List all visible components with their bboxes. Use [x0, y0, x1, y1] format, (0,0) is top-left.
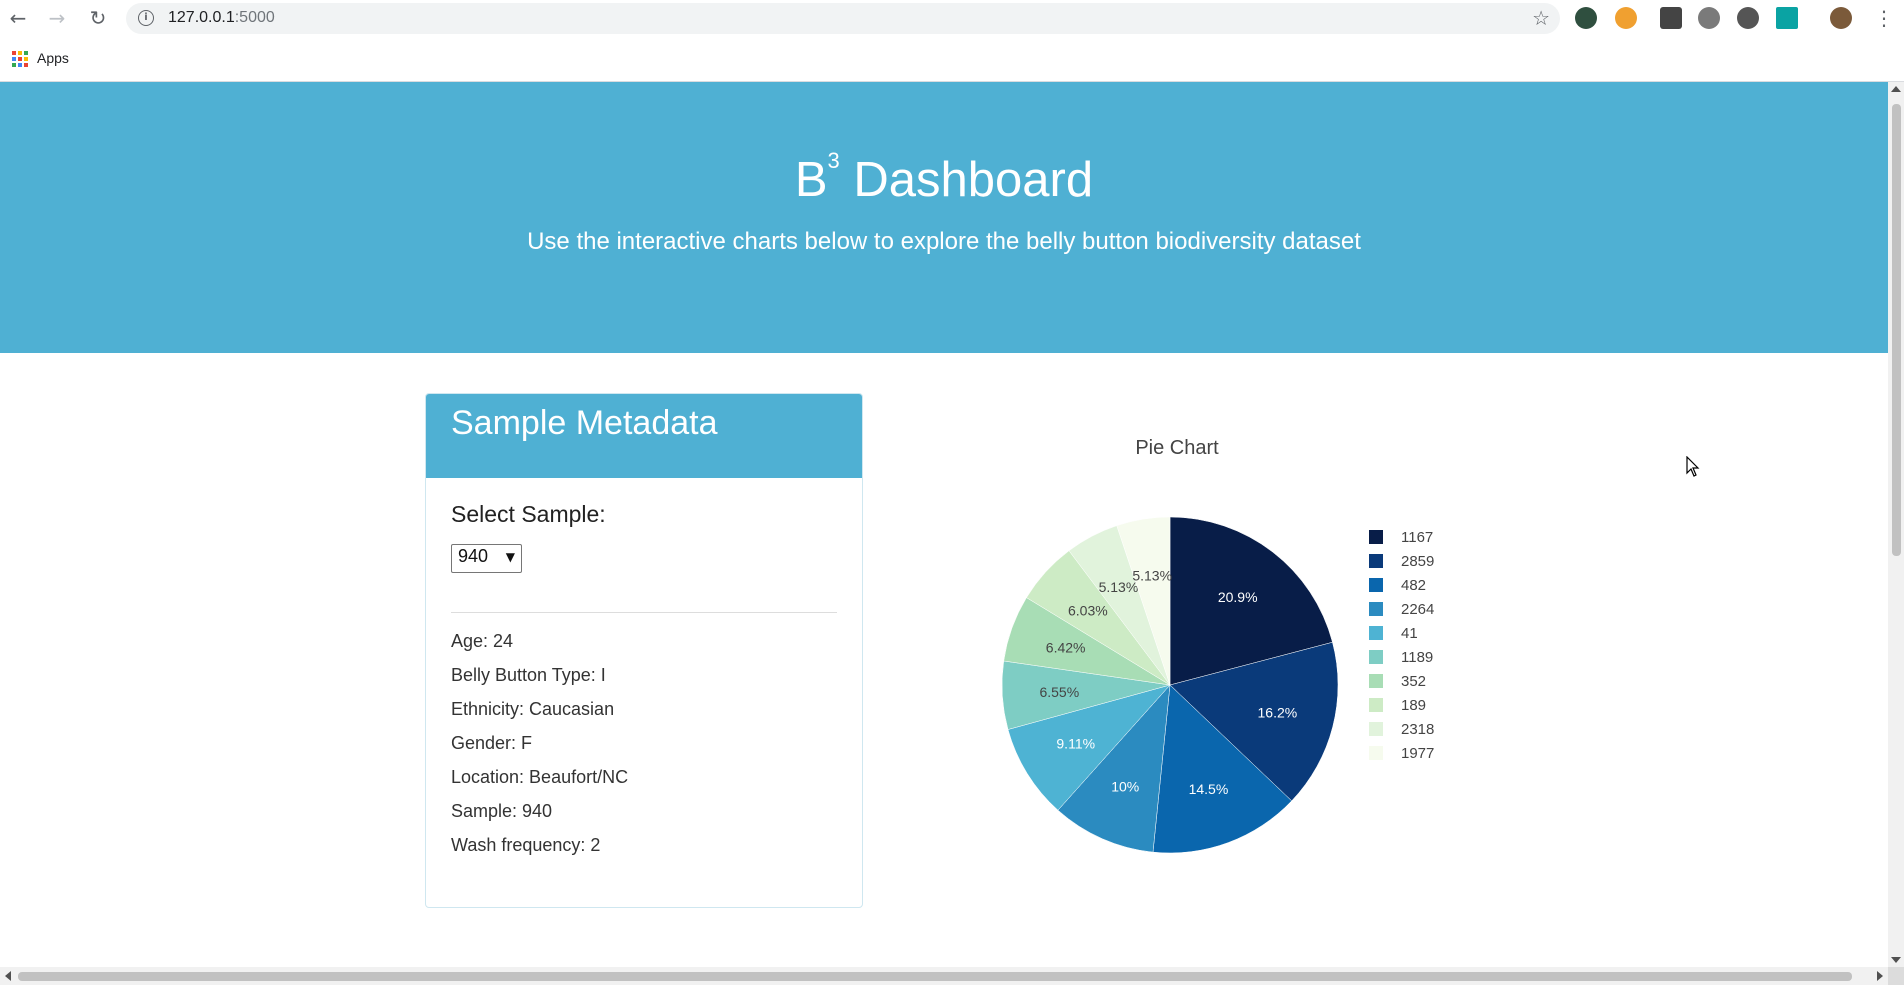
profile-avatar[interactable] — [1830, 7, 1852, 29]
horizontal-scrollbar[interactable] — [0, 967, 1888, 985]
metadata-line: Ethnicity: Caucasian — [451, 699, 615, 719]
pie-slice[interactable] — [1007, 684, 1171, 811]
extension-teal-icon[interactable] — [1776, 7, 1798, 29]
legend-swatch[interactable] — [1369, 746, 1383, 760]
vertical-scrollbar[interactable] — [1888, 82, 1904, 967]
title-prefix: B — [794, 153, 828, 207]
pie-slice-label: 6.03% — [1068, 603, 1108, 619]
legend-swatch[interactable] — [1369, 554, 1383, 568]
pie-slice-label: 16.2% — [1258, 705, 1298, 721]
extension-orange-icon[interactable] — [1615, 7, 1637, 29]
metadata-line: Wash frequency: 2 — [451, 835, 601, 855]
browser-menu-icon[interactable]: ⋮ — [1874, 6, 1894, 30]
metadata-line: Gender: F — [451, 733, 533, 753]
dashboard-header: B3 Dashboard Use the interactive charts … — [0, 82, 1888, 353]
select-sample-label: Select Sample: — [451, 501, 606, 527]
mouse-cursor-icon — [1686, 456, 1700, 477]
sample-select-value: 940 — [458, 546, 489, 566]
extension-eyedropper-icon[interactable] — [1660, 7, 1682, 29]
browser-toolbar: ← → ↻ i 127.0.0.1:5000 ☆ ⋮ — [0, 0, 1904, 37]
apps-bookmark[interactable]: Apps — [37, 50, 69, 66]
legend-label[interactable]: 2264 — [1401, 601, 1434, 618]
pie-slice-label: 5.13% — [1099, 579, 1139, 595]
pie-slice-label: 5.13% — [1132, 568, 1172, 584]
vertical-scroll-thumb[interactable] — [1892, 104, 1901, 556]
legend-swatch[interactable] — [1369, 626, 1383, 640]
dropdown-arrow-icon: ▼ — [505, 550, 515, 564]
url-host: 127.0.0.1 — [168, 9, 235, 26]
extension-clock-icon[interactable] — [1698, 7, 1720, 29]
extension-circle-icon[interactable] — [1737, 7, 1759, 29]
pie-slice-label: 20.9% — [1218, 589, 1258, 605]
pie-slice-label: 6.55% — [1039, 684, 1079, 700]
divider — [451, 612, 837, 613]
metadata-line: Age: 24 — [451, 631, 514, 651]
pie-slice[interactable] — [1116, 516, 1171, 686]
panel-header: Sample Metadata — [426, 394, 862, 478]
legend-label[interactable]: 352 — [1401, 673, 1426, 690]
title-suffix: Dashboard — [839, 153, 1094, 207]
legend-swatch[interactable] — [1369, 722, 1383, 736]
pie-slice-label: 9.11% — [1056, 735, 1095, 751]
title-superscript: 3 — [827, 148, 840, 173]
chart-title: Pie Chart — [1135, 437, 1219, 459]
legend-swatch[interactable] — [1369, 530, 1383, 544]
pie-slice-label: 6.42% — [1046, 639, 1086, 655]
page-title: B3 Dashboard — [0, 148, 1888, 208]
scroll-down-icon[interactable] — [1891, 957, 1901, 963]
pie-chart: Pie Chart 20.9% 16.2% 14.5% 10% 9.11% 6.55% 6.… — [1001, 437, 1434, 854]
page-subtitle: Use the interactive charts below to expl… — [527, 228, 1361, 255]
legend-swatch[interactable] — [1369, 578, 1383, 592]
scrollbar-corner — [1888, 967, 1904, 985]
legend-swatch[interactable] — [1369, 674, 1383, 688]
scroll-up-icon[interactable] — [1891, 86, 1901, 92]
bookmarks-bar: Apps — [0, 37, 1904, 82]
page-viewport: B3 Dashboard Use the interactive charts … — [0, 82, 1888, 967]
horizontal-scroll-thumb[interactable] — [18, 972, 1852, 981]
back-icon[interactable]: ← — [9, 6, 27, 30]
legend-label[interactable]: 1977 — [1401, 745, 1434, 762]
bookmark-star-icon[interactable]: ☆ — [1532, 6, 1550, 30]
metadata-line: Location: Beaufort/NC — [451, 767, 629, 787]
legend-label[interactable]: 1189 — [1401, 649, 1433, 666]
pie-slice[interactable] — [1057, 684, 1171, 853]
reload-icon[interactable]: ↻ — [89, 6, 107, 30]
metadata-line: Sample: 940 — [451, 801, 553, 821]
pie-slice-label: 14.5% — [1189, 781, 1229, 797]
pie-slice[interactable] — [1152, 684, 1293, 854]
pie-slice[interactable] — [1169, 516, 1333, 686]
scroll-left-icon[interactable] — [5, 971, 11, 981]
legend-swatch[interactable] — [1369, 650, 1383, 664]
sample-select[interactable]: 940 ▼ — [451, 544, 522, 573]
url-port: :5000 — [234, 9, 275, 26]
legend-swatch[interactable] — [1369, 602, 1383, 616]
url-text: 127.0.0.1:5000 — [168, 9, 275, 27]
legend-label[interactable]: 482 — [1401, 577, 1426, 594]
pie-slice[interactable] — [1169, 641, 1339, 802]
address-bar[interactable]: i 127.0.0.1:5000 ☆ — [126, 3, 1560, 34]
pie-slice-label: 10% — [1111, 778, 1139, 794]
scroll-right-icon[interactable] — [1877, 971, 1883, 981]
legend-swatch[interactable] — [1369, 698, 1383, 712]
metadata-line: Belly Button Type: I — [451, 665, 606, 685]
legend-label[interactable]: 41 — [1401, 625, 1418, 642]
sample-metadata-panel: Sample Metadata Select Sample: 940 ▼ Age… — [425, 393, 863, 908]
apps-grid-icon[interactable] — [12, 51, 28, 67]
legend-label[interactable]: 2318 — [1401, 721, 1434, 738]
evernote-extension-icon[interactable] — [1575, 7, 1597, 29]
info-icon[interactable]: i — [138, 10, 154, 26]
forward-icon[interactable]: → — [48, 6, 66, 30]
panel-title: Sample Metadata — [451, 404, 718, 442]
legend-label[interactable]: 1167 — [1401, 529, 1433, 546]
legend-label[interactable]: 2859 — [1401, 553, 1434, 570]
legend-label[interactable]: 189 — [1401, 697, 1426, 714]
